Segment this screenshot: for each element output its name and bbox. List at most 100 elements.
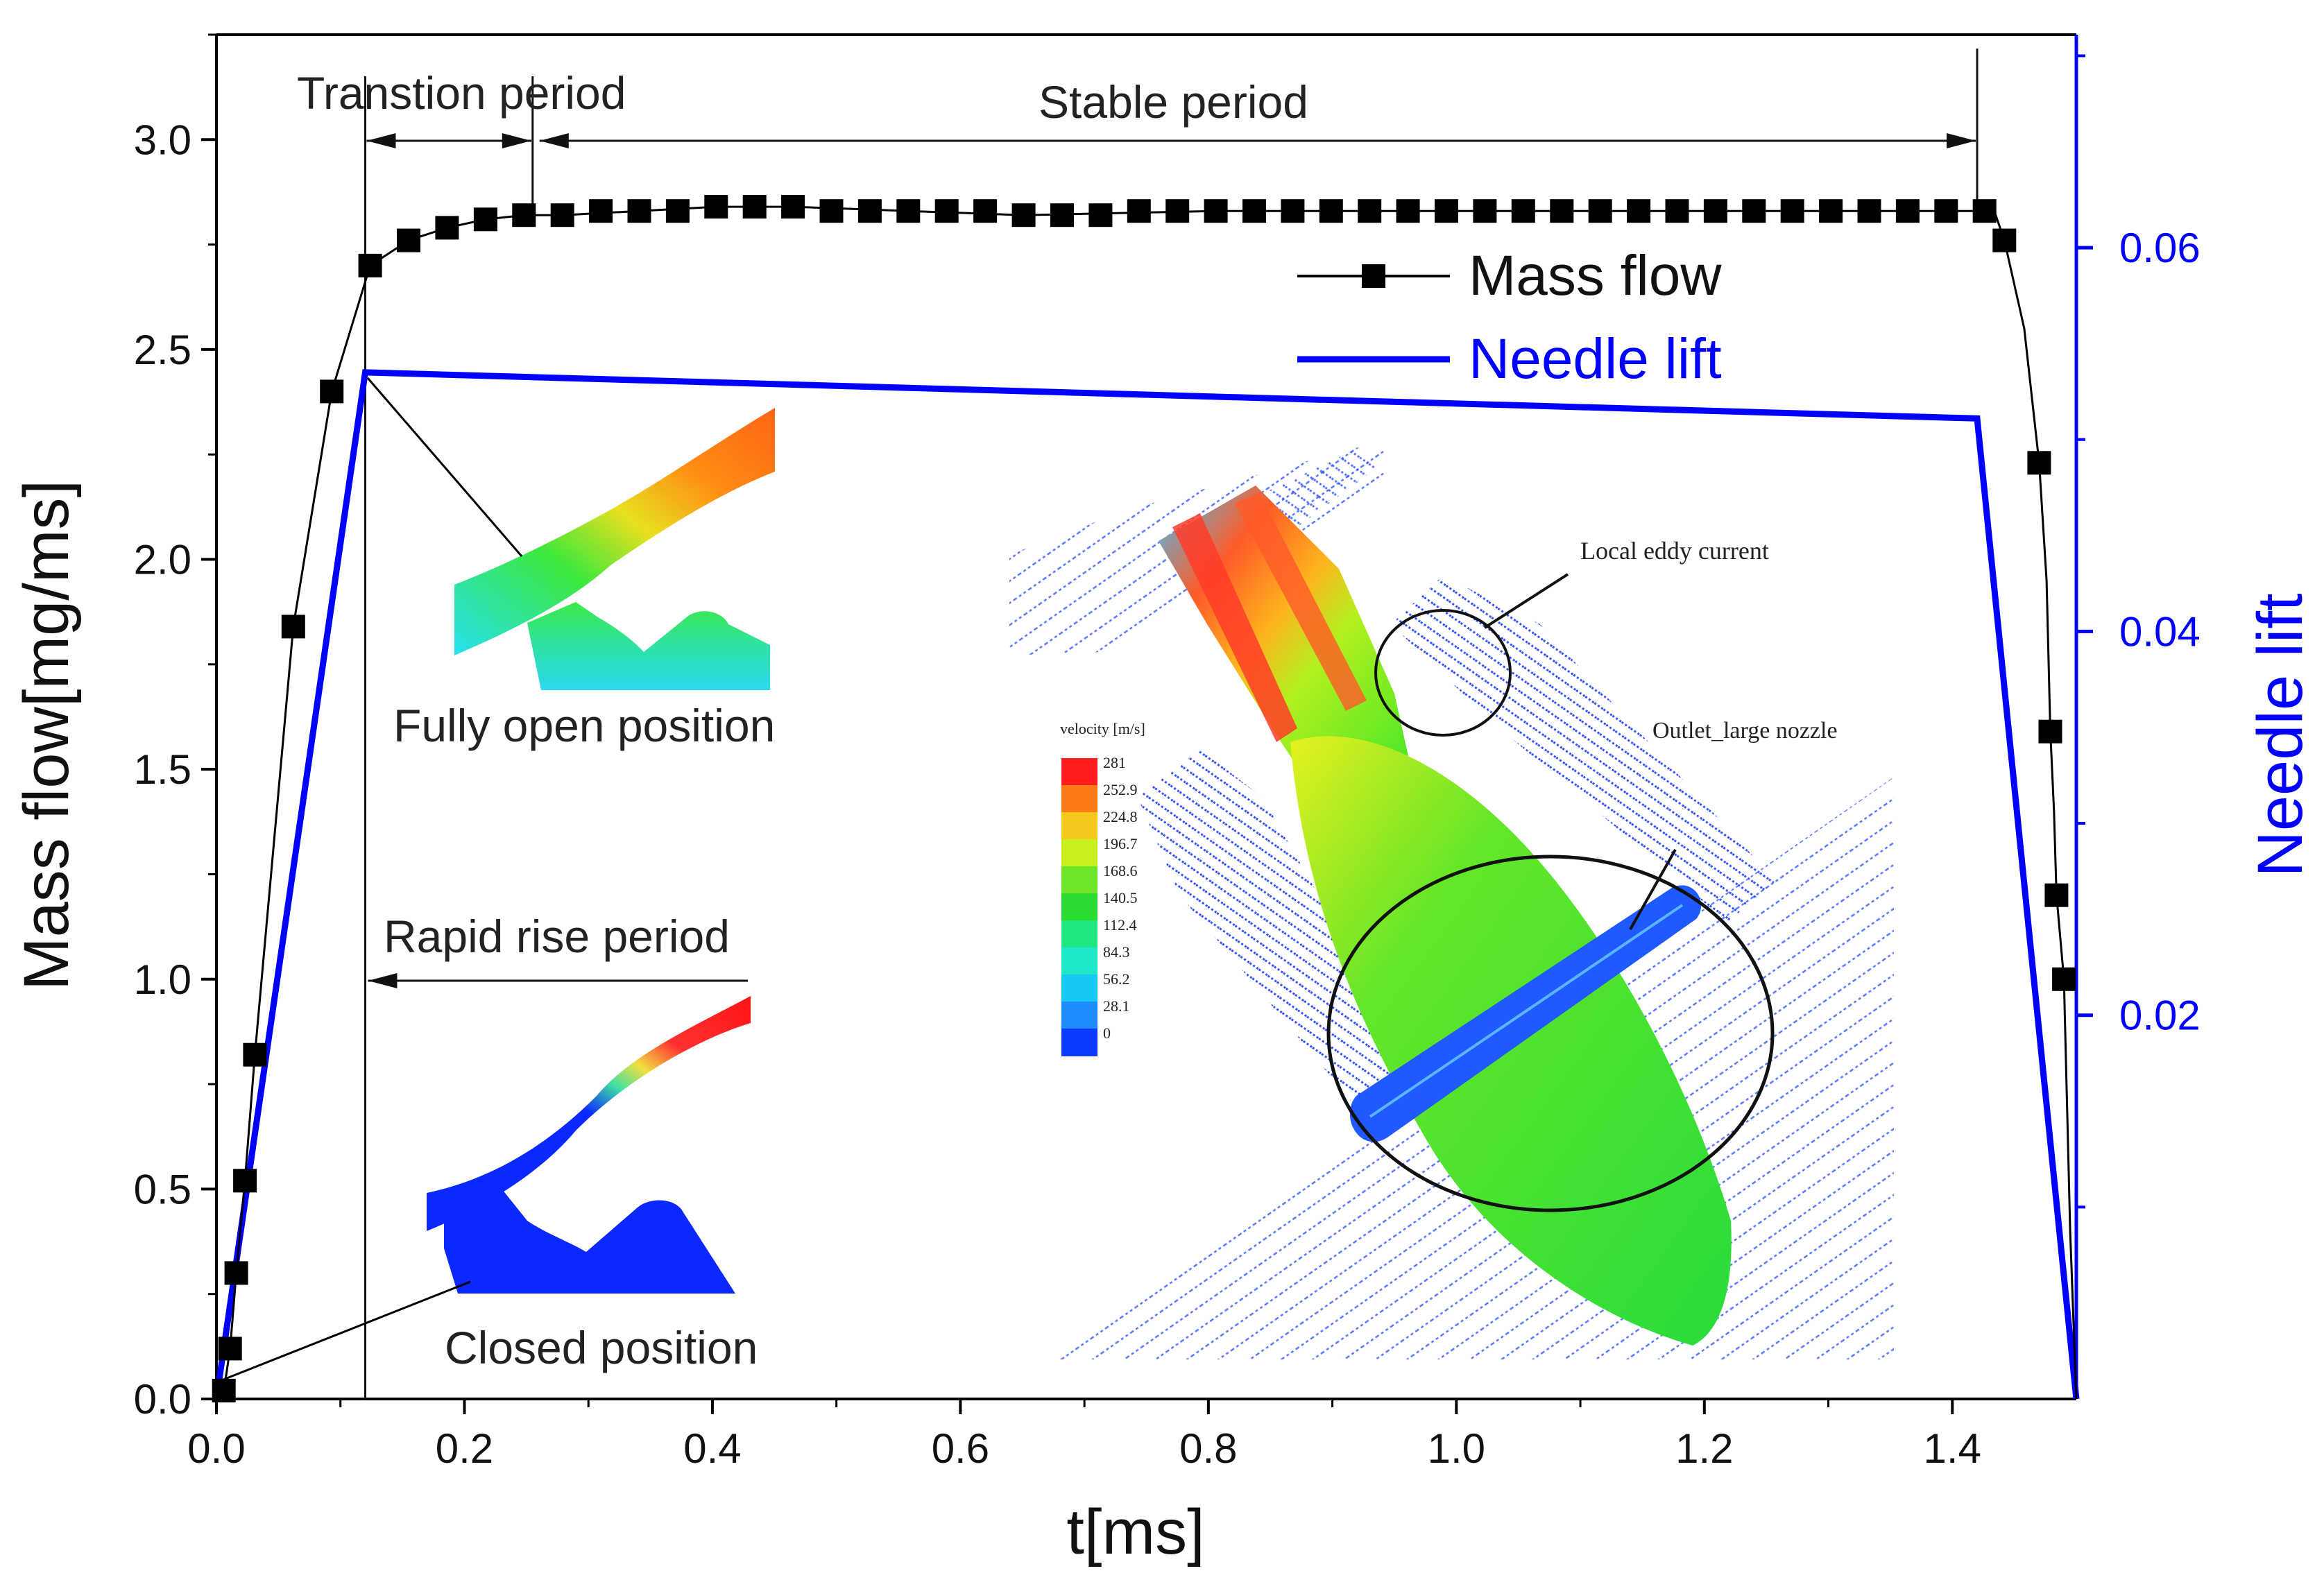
colorbar-label: 224.8 <box>1103 808 1138 825</box>
mass-flow-point <box>212 1378 236 1402</box>
y-tick-label: 1.0 <box>134 956 191 1003</box>
mass-flow-point <box>1358 199 1382 223</box>
mass-flow-point <box>1819 199 1843 223</box>
arrow-rapid-rise-head <box>368 973 398 988</box>
period-markers <box>364 49 1979 1399</box>
y2-axis-title: Needle lift <box>2245 593 2316 877</box>
x-tick-label: 0.0 <box>187 1425 245 1472</box>
colorbar-label: 28.1 <box>1103 997 1130 1015</box>
inset-labels: Local eddy current Outlet_large nozzle v… <box>1060 537 1838 1056</box>
x-tick-label: 0.4 <box>683 1425 741 1472</box>
x-axis: 0.0 0.2 0.4 0.6 0.8 1.0 1.2 1.4 <box>187 1399 1981 1472</box>
mass-flow-point <box>819 199 844 223</box>
mass-flow-point <box>665 199 690 223</box>
mass-flow-point <box>1934 199 1958 223</box>
colorbar-swatch <box>1061 1029 1097 1056</box>
mass-flow-point <box>1281 199 1305 223</box>
y-axis-left: 0.0 0.5 1.0 1.5 2.0 2.5 3.0 <box>134 33 216 1423</box>
mass-flow-point <box>896 199 921 223</box>
annotation-fully-open-position: Fully open position <box>393 700 775 751</box>
mass-flow-point <box>1895 199 1920 223</box>
mass-flow-point <box>1050 203 1074 227</box>
legend-mass-flow-label: Mass flow <box>1469 244 1722 307</box>
mass-flow-point <box>1992 228 2017 252</box>
series-needle-lift <box>213 369 2080 1400</box>
mass-flow-point <box>473 207 497 232</box>
inset-callouts <box>216 377 523 1384</box>
annotation-stable-period: Stable period <box>1039 76 1308 128</box>
colorbar-swatch <box>1061 866 1097 894</box>
mass-flow-point <box>1627 199 1651 223</box>
mass-flow-point <box>358 253 382 277</box>
colorbar-title: velocity [m/s] <box>1060 720 1145 737</box>
mass-flow-point <box>1396 199 1420 223</box>
mass-flow-point <box>2027 451 2051 475</box>
colorbar-label: 281 <box>1103 754 1126 771</box>
mass-flow-point <box>1742 199 1766 223</box>
mass-flow-point <box>233 1169 257 1193</box>
colorbar-swatch <box>1061 839 1097 867</box>
colorbar-swatch <box>1061 947 1097 975</box>
colorbar-label: 84.3 <box>1103 943 1130 961</box>
x-axis-title: t[ms] <box>1066 1497 1204 1567</box>
label-outlet-nozzle: Outlet_large nozzle <box>1652 718 1838 744</box>
arrow-stable-head-left <box>539 133 569 148</box>
arrow-stable-head-right <box>1947 133 1976 148</box>
x-tick-label: 0.2 <box>436 1425 493 1472</box>
colorbar-label: 252.9 <box>1103 781 1138 798</box>
inset-velocity-field <box>1009 440 1894 1359</box>
needle-lift-line <box>213 369 2080 1400</box>
x-tick-label: 1.2 <box>1675 1425 1733 1472</box>
series-mass-flow <box>212 195 2078 1402</box>
y-axis-right: 0.02 0.04 0.06 <box>2076 54 2201 1209</box>
mass-flow-point <box>224 1261 248 1285</box>
colorbar-swatch <box>1061 893 1097 921</box>
y-tick-label: 2.5 <box>134 327 191 373</box>
mass-flow-point <box>704 195 728 219</box>
mass-flow-point <box>1011 203 1036 227</box>
mass-flow-point <box>2052 967 2076 991</box>
mass-flow-point <box>1242 199 1266 223</box>
colorbar-label: 168.6 <box>1103 862 1138 879</box>
y2-tick-label: 0.04 <box>2119 608 2201 655</box>
mass-flow-point <box>781 195 805 219</box>
callout-closed <box>216 1280 471 1384</box>
mass-flow-point <box>1972 199 1997 223</box>
mass-flow-point <box>589 199 613 223</box>
colorbar-label: 112.4 <box>1103 916 1137 934</box>
plot-frame <box>215 33 2078 1400</box>
y-tick-label: 2.0 <box>134 537 191 583</box>
mass-flow-point <box>1204 199 1228 223</box>
arrow-transition-head-right <box>502 133 531 148</box>
mass-flow-point <box>1588 199 1612 223</box>
mass-flow-point <box>397 228 420 252</box>
colorbar-swatch <box>1061 785 1097 813</box>
mass-flow-point <box>627 199 651 223</box>
colorbar-swatch <box>1061 920 1097 948</box>
mass-flow-point <box>1703 199 1727 223</box>
mass-flow-line <box>215 205 2078 1400</box>
mass-flow-point <box>1665 199 1689 223</box>
colorbar-swatch <box>1061 812 1097 840</box>
y2-tick-label: 0.06 <box>2119 225 2201 271</box>
annotation-closed-position: Closed position <box>445 1322 758 1373</box>
legend: Mass flow Needle lift <box>1297 244 1722 390</box>
mass-flow-point <box>742 195 767 219</box>
x-tick-label: 1.0 <box>1428 1425 1485 1472</box>
mass-flow-point <box>2044 883 2069 907</box>
legend-mass-flow-marker <box>1362 264 1385 288</box>
annotation-rapid-rise-period: Rapid rise period <box>384 911 730 962</box>
mass-flow-point <box>1550 199 1574 223</box>
mass-flow-point <box>1780 199 1804 223</box>
colorbar-label: 0 <box>1103 1024 1111 1042</box>
colorbar-swatch <box>1061 758 1097 786</box>
mass-flow-point <box>1319 199 1343 223</box>
mass-flow-point <box>218 1337 242 1361</box>
legend-needle-lift-label: Needle lift <box>1469 327 1722 390</box>
mass-flow-point <box>973 199 998 223</box>
arrow-transition-head-left <box>366 133 396 148</box>
y2-tick-label: 0.02 <box>2119 993 2201 1039</box>
y-tick-label: 1.5 <box>134 746 191 793</box>
mass-flow-point <box>281 615 305 639</box>
y-tick-label: 0.0 <box>134 1376 191 1423</box>
